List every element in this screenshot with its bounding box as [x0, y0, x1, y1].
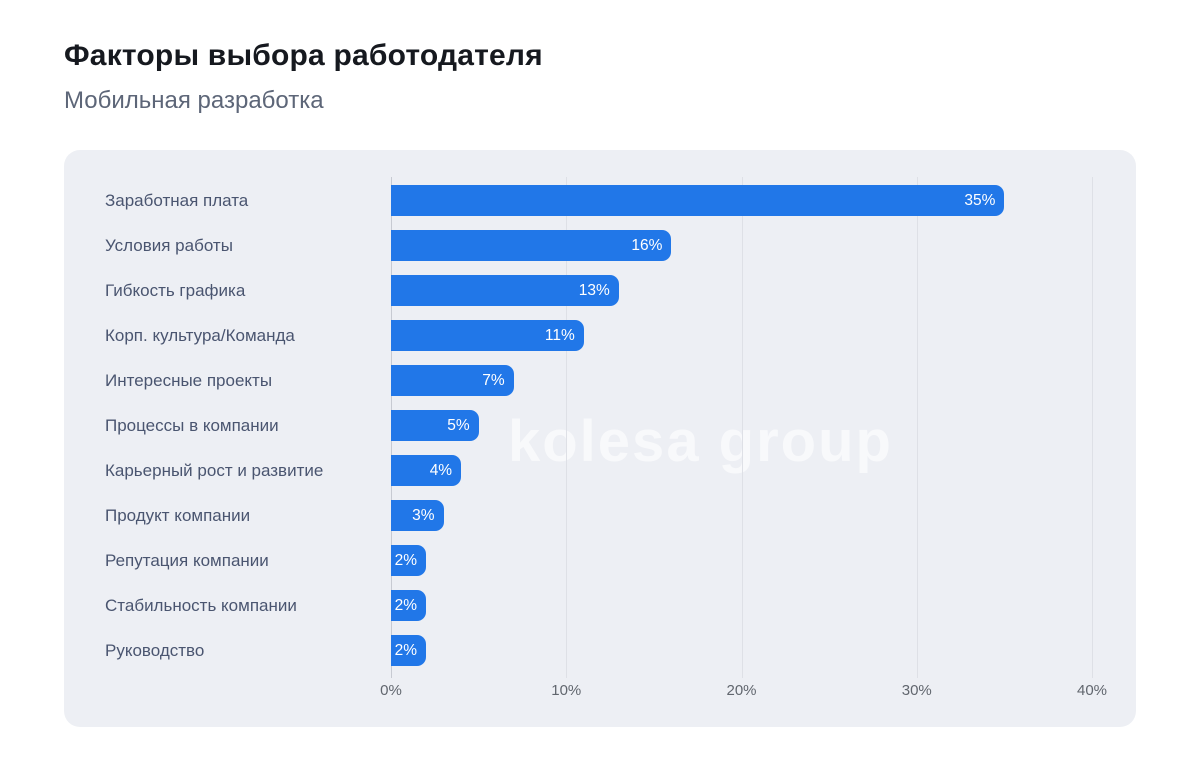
- bar-track: 13%: [391, 275, 1092, 306]
- bar-track: 7%: [391, 365, 1092, 396]
- category-label: Интересные проекты: [105, 370, 273, 390]
- category-label: Руководство: [105, 640, 205, 660]
- bar-track: 2%: [391, 635, 1092, 666]
- bar-track: 5%: [391, 410, 1092, 441]
- bar-row: Интересные проекты 7%: [64, 358, 1136, 403]
- bar: 7%: [391, 365, 514, 396]
- bar: 2%: [391, 545, 427, 576]
- bar: 35%: [391, 185, 1005, 216]
- category-label: Стабильность компании: [105, 595, 297, 615]
- bar-value-label: 2%: [394, 551, 418, 569]
- category-label: Заработная плата: [105, 190, 249, 210]
- bar-track: 2%: [391, 590, 1092, 621]
- bar-value-label: 3%: [412, 506, 435, 524]
- bar-row: Продукт компании 3%: [64, 493, 1136, 538]
- bar: 3%: [391, 500, 444, 531]
- bar: 2%: [391, 590, 427, 621]
- bar-row: Заработная плата 35%: [64, 178, 1136, 223]
- bar-value-label: 11%: [544, 326, 575, 344]
- bar-track: 16%: [391, 230, 1092, 261]
- bar-track: 4%: [391, 455, 1092, 486]
- bar-track: 35%: [391, 185, 1092, 216]
- bar-row: Корп. культура/Команда 11%: [64, 313, 1136, 358]
- category-label: Продукт компании: [105, 505, 251, 525]
- bar-value-label: 16%: [631, 236, 663, 254]
- x-axis-tick-label: 20%: [726, 682, 757, 699]
- category-label: Условия работы: [105, 235, 233, 255]
- bar-value-label: 2%: [394, 641, 418, 659]
- page-subtitle: Мобильная разработка: [64, 87, 324, 114]
- x-axis-tick-label: 10%: [551, 682, 582, 699]
- bar-row: Гибкость графика 13%: [64, 268, 1136, 313]
- bar-rows: Заработная плата 35% Условия работы 16% Гибк…: [64, 178, 1136, 673]
- category-label: Карьерный рост и развитие: [105, 460, 324, 480]
- bar-value-label: 5%: [447, 416, 470, 434]
- bar-value-label: 2%: [394, 596, 418, 614]
- category-label: Гибкость графика: [105, 280, 246, 300]
- gridline: [916, 177, 918, 678]
- bar-value-label: 4%: [429, 461, 453, 479]
- bar: 13%: [391, 275, 619, 306]
- x-axis-tick-label: 30%: [901, 682, 932, 699]
- category-label: Процессы в компании: [105, 415, 279, 435]
- bar-value-label: 13%: [578, 281, 610, 299]
- bar: 4%: [391, 455, 462, 486]
- bar: 11%: [391, 320, 584, 351]
- gridline: [566, 177, 568, 678]
- gridline: [1092, 177, 1093, 678]
- bar-value-label: 7%: [482, 371, 505, 389]
- bar-row: Карьерный рост и развитие 4%: [64, 448, 1136, 493]
- page-title: Факторы выбора работодателя: [64, 39, 543, 72]
- category-label: Корп. культура/Команда: [105, 325, 295, 345]
- bar-track: 2%: [391, 545, 1092, 576]
- bar-row: Стабильность компании 2%: [64, 583, 1136, 628]
- bar: 5%: [391, 410, 479, 441]
- bar: 16%: [391, 230, 672, 261]
- bar-row: Условия работы 16%: [64, 223, 1136, 268]
- bar-track: 11%: [391, 320, 1092, 351]
- bar-row: Процессы в компании 5%: [64, 403, 1136, 448]
- bar-row: Репутация компании 2%: [64, 538, 1136, 583]
- bar-value-label: 35%: [964, 191, 996, 209]
- bar: 2%: [391, 635, 427, 666]
- category-label: Репутация компании: [105, 550, 269, 570]
- chart-card: kolesa group Заработная плата 35% Условия …: [64, 150, 1136, 727]
- bar-track: 3%: [391, 500, 1092, 531]
- bar-row: Руководство 2%: [64, 628, 1136, 673]
- x-axis-tick-label: 40%: [1076, 682, 1108, 699]
- gridline: [741, 177, 743, 678]
- x-axis-tick-label: 0%: [380, 682, 402, 699]
